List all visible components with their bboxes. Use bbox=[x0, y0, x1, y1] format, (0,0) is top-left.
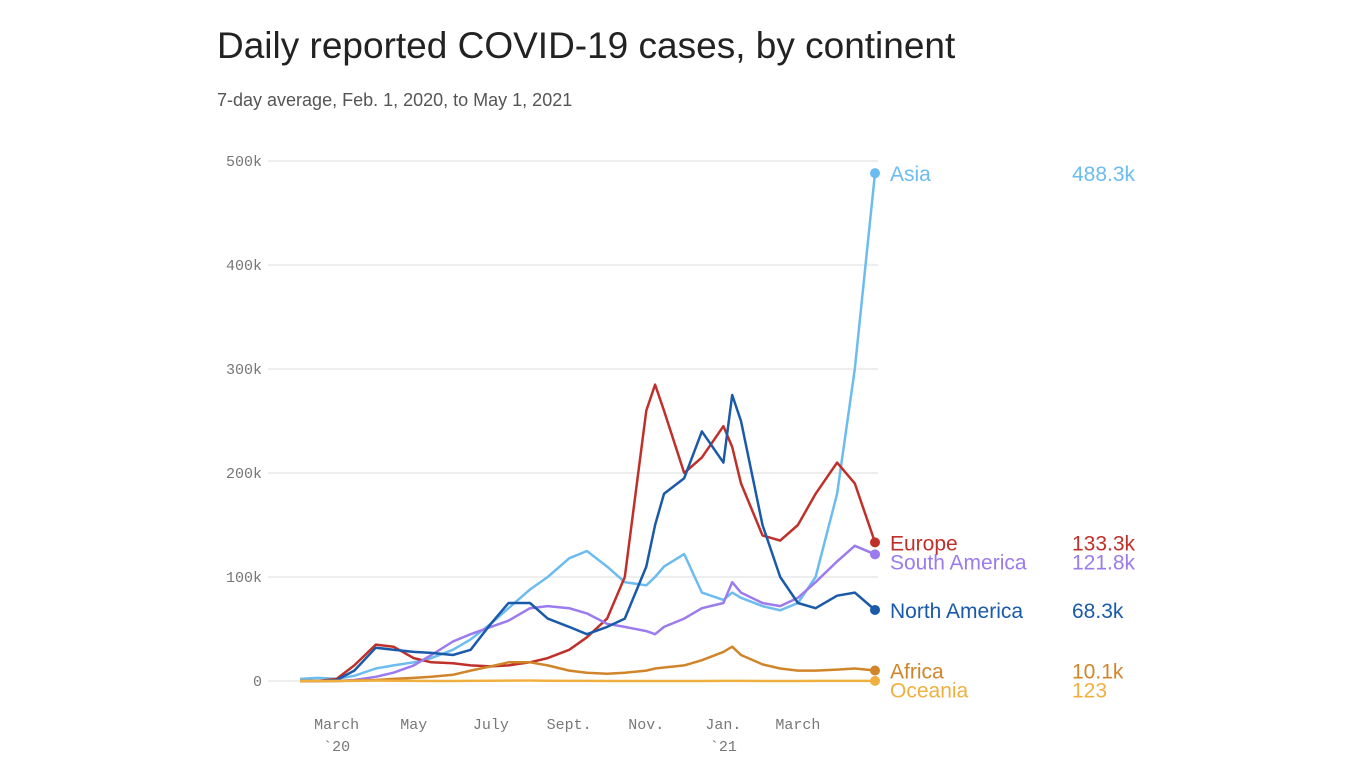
value-label: 488.3k bbox=[1072, 163, 1136, 186]
end-dot bbox=[870, 549, 880, 560]
x-tick-label: March bbox=[775, 717, 820, 734]
legend-label: Asia bbox=[890, 163, 931, 186]
end-dot bbox=[870, 675, 880, 686]
legend-label: North America bbox=[890, 600, 1023, 623]
x-tick-label: Sept. bbox=[547, 717, 592, 734]
y-tick-label: 100k bbox=[226, 570, 262, 587]
value-label: 133.3k bbox=[1072, 532, 1136, 555]
series-line bbox=[300, 679, 875, 683]
legend-label: South America bbox=[890, 551, 1027, 574]
series-line bbox=[300, 645, 876, 683]
series-line bbox=[300, 393, 876, 683]
legend-label: Oceania bbox=[890, 679, 969, 702]
value-label: 68.3k bbox=[1072, 600, 1124, 623]
x-tick-year: `21 bbox=[710, 739, 737, 756]
y-tick-label: 0 bbox=[253, 674, 262, 691]
x-tick-label: March bbox=[314, 717, 359, 734]
series-line bbox=[300, 544, 876, 683]
end-dot bbox=[870, 665, 880, 676]
y-tick-label: 400k bbox=[226, 258, 262, 275]
x-tick-label: Nov. bbox=[628, 717, 664, 734]
y-tick-label: 300k bbox=[226, 362, 262, 379]
value-label: 123 bbox=[1072, 679, 1107, 702]
x-tick-year: `20 bbox=[323, 739, 350, 756]
x-tick-label: July bbox=[473, 717, 509, 734]
y-tick-label: 500k bbox=[226, 154, 262, 171]
value-label: 10.1k bbox=[1072, 660, 1124, 683]
end-dot bbox=[870, 168, 880, 179]
series-line bbox=[299, 173, 877, 681]
legend-label: Africa bbox=[890, 660, 944, 683]
series-line bbox=[300, 383, 877, 683]
end-dot bbox=[870, 537, 880, 548]
chart-subtitle: 7-day average, Feb. 1, 2020, to May 1, 2… bbox=[217, 90, 572, 110]
chart-title: Daily reported COVID-19 cases, by contin… bbox=[217, 25, 956, 66]
x-tick-label: May bbox=[400, 717, 427, 734]
y-tick-label: 200k bbox=[226, 466, 262, 483]
value-label: 121.8k bbox=[1072, 551, 1136, 574]
legend-label: Europe bbox=[890, 532, 958, 555]
x-tick-label: Jan. bbox=[705, 717, 741, 734]
end-dot bbox=[870, 604, 880, 615]
